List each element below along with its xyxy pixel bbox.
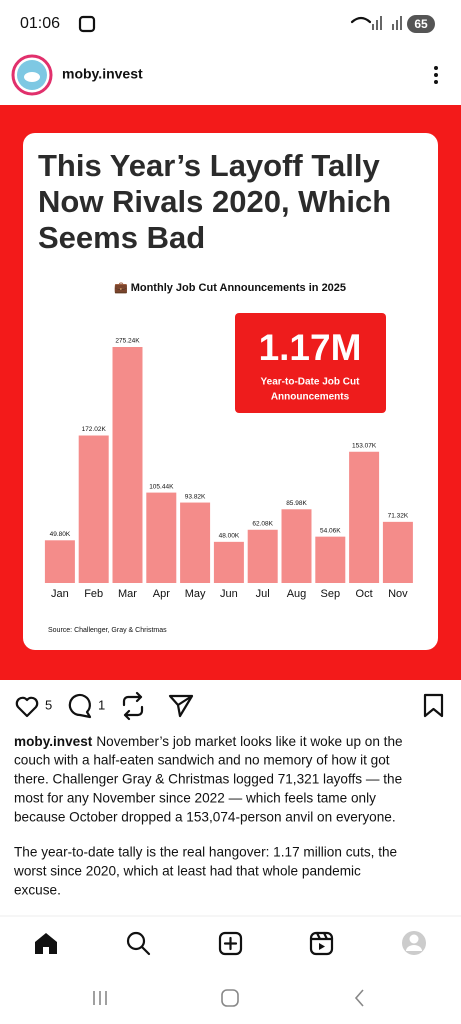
bar <box>213 541 244 583</box>
home-button[interactable] <box>221 989 239 1007</box>
bar-value-label: 105.44K <box>149 483 174 490</box>
save-button[interactable] <box>423 693 444 718</box>
x-tick-label: May <box>185 588 206 600</box>
caption-line: couch with a half-eaten sandwich and no … <box>14 753 390 768</box>
bar-value-label: 153.07K <box>352 442 377 449</box>
caption-line: moby.invest November’s job market looks l… <box>14 734 403 749</box>
battery <box>407 15 435 33</box>
story-ring[interactable] <box>11 54 53 96</box>
home-tab[interactable] <box>35 933 57 954</box>
callout-value: 1.17M <box>259 327 362 368</box>
caption-line: excuse. <box>14 883 61 898</box>
card-title-line: This Year’s Layoff Tally <box>38 148 380 183</box>
bar-value-label: 85.98K <box>286 500 307 507</box>
bar-value-label: 54.06K <box>320 527 341 534</box>
bar <box>44 540 75 583</box>
caption-line: there. Challenger Gray & Christmas logge… <box>14 772 402 787</box>
bar-value-label: 48.00K <box>219 533 240 540</box>
profile-head <box>409 934 419 944</box>
bar <box>315 536 346 583</box>
more-options[interactable] <box>434 66 438 84</box>
caption-line: The year-to-date tally is the real hango… <box>14 845 397 860</box>
bar <box>146 492 177 583</box>
x-tick-label: Jan <box>51 588 69 600</box>
profile-body <box>406 945 422 951</box>
signal-icons <box>350 16 402 30</box>
bar-value-label: 71.32K <box>388 513 409 520</box>
bar <box>112 347 143 583</box>
system-nav <box>93 989 364 1007</box>
repost-button[interactable] <box>122 691 144 721</box>
back-button[interactable] <box>354 989 364 1007</box>
status-time: 01:06 <box>20 15 60 32</box>
comment-count: 1 <box>98 697 105 712</box>
caption-line: because October dropped a 153,074-person… <box>14 810 396 825</box>
bar-value-label: 62.08K <box>252 520 273 527</box>
screenshot-icon <box>78 15 96 33</box>
x-tick-label: Sep <box>321 588 341 600</box>
caption-username[interactable]: moby.invest <box>14 734 93 749</box>
caption-line: worst since 2020, which at least had tha… <box>13 864 361 879</box>
battery-level: 65 <box>414 17 428 31</box>
comment-button[interactable] <box>68 693 92 719</box>
bar <box>247 529 278 583</box>
callout-label: Announcements <box>271 392 350 403</box>
callout-box <box>235 313 386 413</box>
x-tick-label: Nov <box>388 588 408 600</box>
bar <box>382 521 413 583</box>
caption-line: most for any November since 2022 — which… <box>14 791 376 806</box>
bar <box>78 435 109 583</box>
callout-label: Year-to-Date Job Cut <box>261 377 361 388</box>
create-tab[interactable] <box>218 931 243 956</box>
x-tick-label: Oct <box>356 588 373 600</box>
x-tick-label: Mar <box>118 588 137 600</box>
bar-value-label: 93.82K <box>185 493 206 500</box>
card-title-line: Seems Bad <box>38 220 205 255</box>
x-tick-label: Aug <box>287 588 307 600</box>
bar-value-label: 172.02K <box>82 426 107 433</box>
bar <box>281 509 312 583</box>
x-tick-label: Feb <box>84 588 103 600</box>
chart-source: Source: Challenger, Gray & Christmas <box>48 627 167 634</box>
x-tick-label: Apr <box>153 588 170 600</box>
chart-title: 💼 Monthly Job Cut Announcements in 2025 <box>114 282 346 294</box>
avatar-whale <box>24 72 40 82</box>
x-tick-label: Jun <box>220 588 238 600</box>
like-count: 5 <box>45 697 52 712</box>
recent-apps[interactable] <box>93 991 107 1005</box>
bar <box>180 502 211 583</box>
bar-value-label: 275.24K <box>115 338 140 345</box>
share-button[interactable] <box>168 694 194 718</box>
caption-text: November’s job market looks like it woke… <box>96 734 402 749</box>
username[interactable]: moby.invest <box>62 66 143 82</box>
like-button[interactable] <box>15 696 39 718</box>
reels-tab[interactable] <box>309 931 334 956</box>
card-title-line: Now Rivals 2020, Which <box>38 184 391 219</box>
bar-value-label: 49.80K <box>50 531 71 538</box>
x-tick-label: Jul <box>256 588 270 600</box>
search-tab[interactable] <box>126 931 151 956</box>
bar <box>349 451 380 583</box>
